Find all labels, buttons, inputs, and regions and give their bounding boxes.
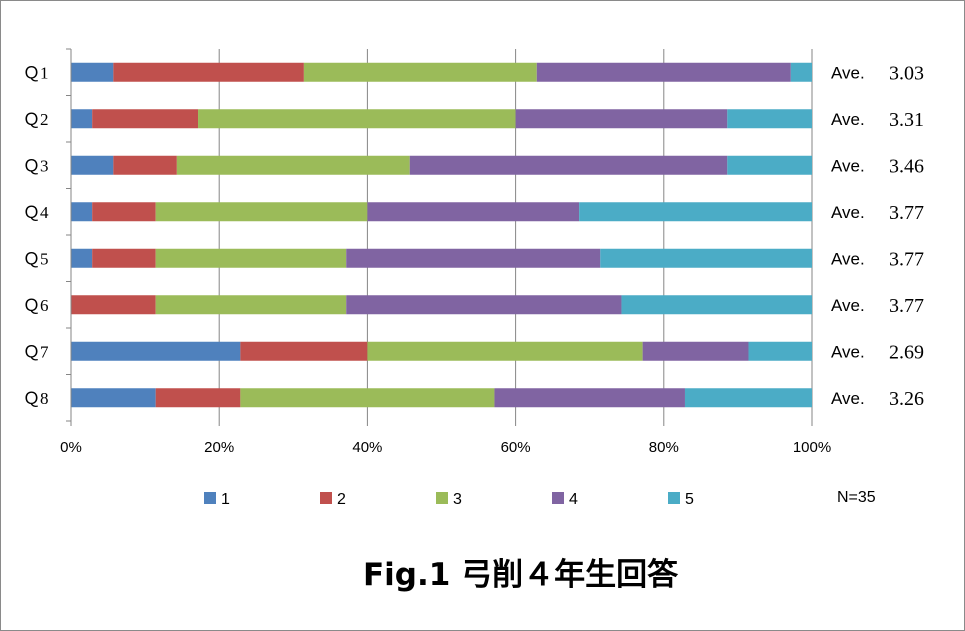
bar-Ｑ4-series-4: [367, 202, 580, 222]
legend-label-2: 2: [337, 491, 346, 508]
x-tick-label-4: 80%: [649, 439, 679, 456]
bar-Ｑ4-series-3: [155, 202, 368, 222]
labels: Ｑ1 Ave. 3.03 Ｑ2 Ave. 3.31 Ｑ3 Ave. 3.46 Ｑ4 Ave. 3.77…: [23, 62, 924, 410]
average-label-5: Ave.: [831, 296, 865, 315]
bar-Ｑ8-series-5: [684, 388, 812, 408]
legend-swatch-5: [668, 492, 680, 504]
bar-Ｑ1-series-3: [303, 62, 537, 82]
legend-label-1: 1: [221, 491, 230, 508]
average-value-4: 3.77: [889, 248, 924, 270]
bar-Ｑ2-series-2: [92, 109, 199, 129]
bar-Ｑ7-series-3: [367, 341, 643, 361]
bar-Ｑ1-series-1: [71, 62, 114, 82]
bar-Ｑ8-series-2: [155, 388, 241, 408]
average-label-3: Ave.: [831, 203, 865, 222]
bar-Ｑ6-series-2: [71, 295, 156, 315]
bar-Ｑ3-series-2: [113, 155, 177, 175]
bar-Ｑ5-series-2: [92, 248, 156, 268]
legend: 1 2 3 4 5: [204, 491, 694, 508]
legend-swatch-4: [552, 492, 564, 504]
bar-Ｑ3-series-5: [727, 155, 812, 175]
bar-Ｑ7-series-1: [71, 341, 241, 361]
x-tick-label-5: 100%: [793, 439, 831, 456]
bar-Ｑ7-series-4: [642, 341, 749, 361]
bar-Ｑ5-series-4: [346, 248, 601, 268]
average-value-1: 3.31: [889, 109, 924, 131]
bar-Ｑ4-series-1: [71, 202, 93, 222]
category-label-1: Ｑ2: [23, 110, 49, 129]
axes: 0% 20% 40% 60% 80% 100%: [60, 48, 831, 456]
bar-Ｑ1-series-4: [536, 62, 791, 82]
bars: [71, 62, 812, 408]
bar-Ｑ6-series-3: [155, 295, 347, 315]
average-value-6: 2.69: [889, 341, 924, 363]
average-value-7: 3.26: [889, 388, 924, 410]
legend-label-3: 3: [453, 491, 462, 508]
average-label-6: Ave.: [831, 342, 865, 361]
legend-swatch-1: [204, 492, 216, 504]
chart-title: Fig.1 弓削４年生回答: [363, 557, 679, 593]
bar-Ｑ3-series-4: [409, 155, 728, 175]
x-tick-label-3: 60%: [501, 439, 531, 456]
bar-Ｑ8-series-1: [71, 388, 156, 408]
x-tick-label-0: 0%: [60, 439, 82, 456]
average-label-1: Ave.: [831, 110, 865, 129]
legend-swatch-3: [436, 492, 448, 504]
bar-Ｑ2-series-3: [198, 109, 516, 129]
legend-label-5: 5: [685, 491, 694, 508]
average-value-2: 3.46: [889, 155, 924, 177]
average-label-2: Ave.: [831, 156, 865, 175]
sample-size-label: N=35: [837, 489, 876, 506]
bar-Ｑ3-series-3: [176, 155, 410, 175]
bar-Ｑ2-series-5: [727, 109, 812, 129]
bar-Ｑ2-series-4: [515, 109, 728, 129]
legend-label-4: 4: [569, 491, 578, 508]
category-label-3: Ｑ4: [23, 203, 49, 222]
bar-Ｑ1-series-5: [790, 62, 812, 82]
average-value-3: 3.77: [889, 202, 924, 224]
category-label-2: Ｑ3: [23, 156, 49, 175]
average-label-0: Ave.: [831, 63, 865, 82]
bar-Ｑ8-series-4: [494, 388, 685, 408]
category-label-5: Ｑ6: [23, 296, 49, 315]
category-label-4: Ｑ5: [23, 249, 49, 268]
legend-swatch-2: [320, 492, 332, 504]
bar-Ｑ1-series-2: [113, 62, 304, 82]
grid-lines: [218, 49, 813, 421]
average-label-4: Ave.: [831, 249, 865, 268]
bar-Ｑ5-series-1: [71, 248, 93, 268]
bar-Ｑ6-series-5: [621, 295, 812, 315]
bar-Ｑ7-series-2: [240, 341, 368, 361]
category-label-7: Ｑ8: [23, 389, 49, 408]
bar-Ｑ6-series-4: [346, 295, 622, 315]
x-tick-label-2: 40%: [352, 439, 382, 456]
bar-Ｑ5-series-5: [600, 248, 812, 268]
average-label-7: Ave.: [831, 389, 865, 408]
bar-Ｑ7-series-5: [748, 341, 812, 361]
bar-Ｑ3-series-1: [71, 155, 114, 175]
bar-Ｑ8-series-3: [240, 388, 495, 408]
average-value-5: 3.77: [889, 295, 924, 317]
category-label-6: Ｑ7: [23, 342, 49, 361]
x-tick-label-1: 20%: [204, 439, 234, 456]
bar-Ｑ4-series-2: [92, 202, 156, 222]
category-label-0: Ｑ1: [23, 63, 49, 82]
bar-Ｑ2-series-1: [71, 109, 93, 129]
bar-Ｑ4-series-5: [579, 202, 812, 222]
bar-Ｑ5-series-3: [155, 248, 347, 268]
average-value-0: 3.03: [889, 62, 924, 84]
